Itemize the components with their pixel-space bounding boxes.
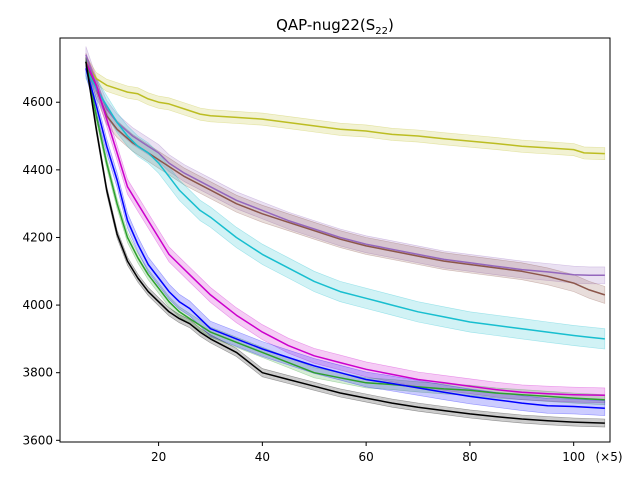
y-tick-label: 3800 [22, 366, 53, 380]
series-5-band [85, 54, 606, 404]
series-4-line [85, 68, 605, 340]
y-tick-label: 4600 [22, 95, 53, 109]
plot-frame [59, 37, 611, 443]
y-tick-label: 4000 [22, 298, 53, 312]
x-tick-label: 40 [255, 450, 270, 464]
y-tick-label: 3600 [22, 433, 53, 447]
x-multiplier-label: (×5) [595, 450, 622, 464]
chart-title-close: ) [388, 16, 394, 34]
series-5-line [85, 61, 605, 397]
y-tick-label: 4200 [22, 230, 53, 244]
series-1-line [85, 61, 605, 155]
series-8-line [85, 61, 605, 424]
x-tick-label: 20 [151, 450, 166, 464]
series-6-line [85, 61, 605, 401]
series-2-band [85, 46, 606, 285]
chart-title: QAP-nug22(S22) [276, 16, 394, 37]
x-axis: 20 40 60 80 100 [151, 442, 585, 464]
x-tick-label: 100 [562, 450, 585, 464]
series-4-band [85, 58, 606, 350]
y-tick-label: 4400 [22, 163, 53, 177]
series-6-band [85, 56, 606, 406]
x-tick-label: 60 [358, 450, 373, 464]
x-tick-label: 80 [462, 450, 477, 464]
chart-title-subscript: 22 [375, 26, 388, 37]
series-7-band [85, 60, 606, 416]
series-1-band [85, 54, 606, 161]
series-7-line [85, 68, 605, 409]
chart-title-main: QAP-nug22(S [276, 16, 375, 34]
series-8-band [85, 57, 606, 428]
series-layer [85, 46, 606, 428]
series-2-line [85, 54, 605, 277]
y-axis: 3600 3800 4000 4200 4400 4600 [22, 95, 60, 447]
